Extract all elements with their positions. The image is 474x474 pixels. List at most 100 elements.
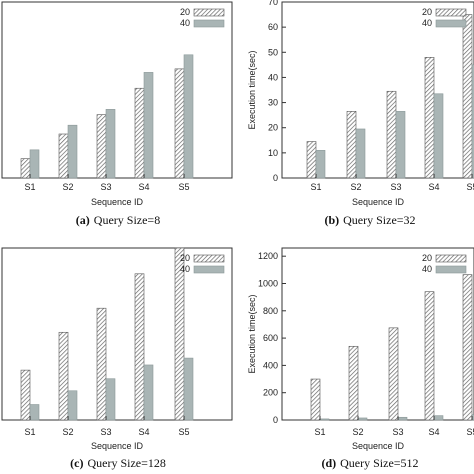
bar-20-S1 [306,141,317,179]
x-tick-label: S5 [178,427,189,437]
caption-panel-label: (a) [76,213,90,227]
x-axis-label: Sequence ID [91,197,144,207]
bar-40-S3 [395,111,406,179]
bar-40-S3 [105,378,116,421]
plot-frame [281,1,474,179]
y-tick-label: 10 [268,148,278,158]
y-tick-label: 70 [268,0,278,7]
x-axis-label: Sequence ID [352,197,405,207]
bar-20-S5 [174,247,185,421]
bar-40-S1 [315,150,326,179]
x-tick-label: S1 [24,427,35,437]
x-tick-label: S4 [138,182,149,192]
y-tick-label: 200 [263,388,278,398]
y-tick-label: 60 [268,22,278,32]
y-tick-label: 50 [268,47,278,57]
y-tick-label: 40 [268,72,278,82]
bar-40-S2 [357,417,368,421]
x-tick-label: S5 [466,182,474,192]
bar-20-S1 [310,378,321,421]
x-tick-label: S2 [352,427,363,437]
chart-panel-d: 0 200 400 600 800 1000 1200 Execution time(sec)… [247,247,474,470]
y-tick-label: 1200 [258,251,278,261]
bar-40-S1 [29,149,40,179]
bar-40-S2 [355,128,366,179]
y-tick-label: 600 [263,333,278,343]
bar-20-S3 [96,114,107,179]
y-tick-label: 800 [263,306,278,316]
bar-40-S4 [433,93,444,179]
legend-swatch-40 [435,265,467,274]
legend-label: 40 [422,18,432,28]
bar-20-S4 [424,291,435,421]
legend-label: 20 [422,253,432,263]
x-tick-label: S3 [100,182,111,192]
bar-20-S2 [348,345,359,421]
bar-20-S5 [174,68,185,179]
bar-20-S2 [58,331,69,421]
bar-40-S4 [143,72,154,179]
legend-label: 20 [422,7,432,17]
bar-20-S4 [134,273,145,421]
plot-frame [1,247,233,421]
y-tick-label: 0 [273,173,278,183]
caption-panel-label: (c) [70,456,83,470]
plot-frame [1,1,233,179]
bar-20-S4 [134,87,145,179]
x-tick-label: S2 [62,182,73,192]
bar-20-S3 [96,307,107,421]
bar-40-S5 [183,54,194,179]
x-tick-label: S2 [62,427,73,437]
figure-caption: (d) Query Size=512 [321,456,418,470]
bar-40-S1 [319,418,330,421]
y-axis-label: Execution time(sec) [247,50,257,129]
legend-swatch-40 [193,19,225,28]
x-tick-label: S5 [178,182,189,192]
x-tick-label: S4 [138,427,149,437]
caption-panel-label: (b) [324,213,339,227]
x-tick-label: S2 [350,182,361,192]
bar-20-S1 [20,369,31,421]
bar-20-S5 [462,14,473,179]
x-tick-label: S3 [390,182,401,192]
x-axis-label: Sequence ID [352,441,405,451]
figure-caption: (a) Query Size=8 [76,213,160,227]
bar-20-S2 [346,111,357,179]
bar-40-S4 [433,415,444,421]
bar-20-S2 [58,133,69,179]
figure-caption: (b) Query Size=32 [324,213,415,227]
chart-panel-b: 0 10 20 30 40 50 60 70 Execution time(sec) S1 S2 S3… [247,0,474,227]
bar-20-S3 [388,327,399,421]
bar-40-S1 [29,404,40,421]
x-tick-label: S3 [392,427,403,437]
legend-label: 20 [180,7,190,17]
legend-swatch-40 [435,19,467,28]
y-axis-label: Execution time(sec) [247,294,257,373]
bar-40-S3 [105,109,116,179]
caption-panel-label: (d) [321,456,336,470]
figure-caption: (c) Query Size=128 [70,456,166,470]
legend-label: 40 [180,264,190,274]
bar-20-S3 [386,90,397,179]
x-tick-label: S1 [24,182,35,192]
x-tick-label: S3 [100,427,111,437]
bar-40-S5 [183,357,194,421]
x-tick-label: S1 [310,182,321,192]
legend-label: 20 [180,253,190,263]
x-tick-label: S4 [428,182,439,192]
x-tick-label: S1 [314,427,325,437]
bar-20-S5 [462,274,473,421]
caption-text: Query Size=128 [87,456,165,470]
bar-40-S2 [67,390,78,421]
bar-40-S5 [471,64,474,179]
legend-swatch-20 [435,254,467,263]
legend-label: 40 [180,18,190,28]
bar-40-S2 [67,124,78,179]
caption-text: Query Size=32 [343,213,415,227]
y-tick-label: 1000 [258,278,278,288]
x-tick-label: S5 [466,427,474,437]
y-tick-label: 20 [268,123,278,133]
